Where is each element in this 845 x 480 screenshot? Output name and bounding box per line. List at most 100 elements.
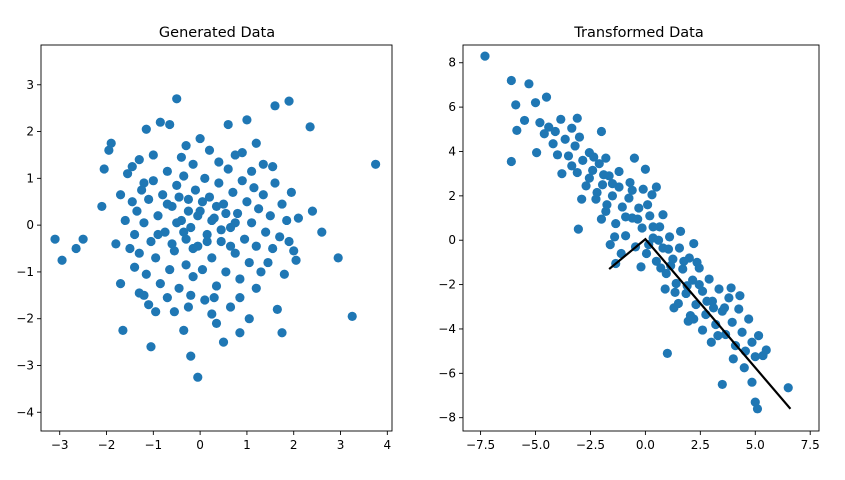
data-point — [78, 234, 88, 244]
data-point — [744, 314, 754, 324]
plot-frame — [40, 44, 393, 432]
data-point — [629, 153, 640, 163]
data-point — [617, 202, 627, 212]
chart-title: Transformed Data — [573, 25, 703, 41]
data-point — [611, 218, 621, 229]
data-point — [172, 218, 182, 228]
data-point — [106, 138, 116, 148]
data-point — [195, 133, 205, 144]
data-point — [674, 243, 685, 253]
y-tick-label: 3 — [26, 78, 34, 92]
data-point — [548, 139, 558, 149]
data-point — [682, 281, 692, 291]
data-point — [172, 94, 182, 104]
data-point — [713, 331, 723, 341]
data-point — [539, 129, 549, 139]
data-point — [204, 145, 215, 155]
data-point — [247, 166, 257, 176]
data-point — [186, 290, 196, 300]
data-point — [204, 192, 215, 202]
data-point — [251, 283, 261, 293]
data-point — [607, 179, 618, 189]
data-point — [249, 183, 259, 193]
data-point — [165, 264, 175, 275]
data-point — [237, 148, 247, 158]
data-point — [188, 272, 198, 282]
x-tick-label: −5.0 — [521, 438, 550, 452]
data-point — [270, 178, 280, 188]
data-point — [228, 187, 238, 197]
y-tick-label: −6 — [438, 366, 456, 380]
data-point — [633, 214, 643, 224]
data-point — [50, 234, 60, 244]
data-point — [689, 314, 699, 324]
data-point — [230, 248, 240, 258]
data-point — [141, 269, 151, 279]
generated-data-panel: Generated Data −3 −2 −1 0 1 2 3 4 −4 −3 −2 −1 0 1 2 3 — [16, 25, 393, 452]
data-point — [214, 157, 224, 167]
y-tick-label: −2 — [16, 312, 34, 326]
data-point — [151, 307, 161, 317]
x-tick-label: 2 — [290, 438, 298, 452]
data-point — [235, 293, 245, 303]
data-point — [179, 325, 189, 336]
data-point — [239, 234, 250, 244]
data-point — [596, 214, 607, 224]
x-axis: −7.5 −5.0 −2.5 0.0 2.5 5.0 7.5 — [466, 431, 820, 452]
data-point — [202, 229, 212, 240]
data-point — [753, 331, 764, 341]
data-point — [127, 162, 137, 172]
data-point — [694, 279, 704, 290]
data-point — [211, 318, 222, 328]
data-point — [658, 210, 668, 220]
data-point — [679, 256, 689, 266]
data-point — [653, 235, 664, 245]
data-point — [268, 162, 278, 172]
data-point — [237, 176, 247, 186]
data-point — [572, 167, 582, 178]
data-point — [200, 295, 210, 305]
data-point — [532, 147, 542, 158]
x-axis: −3 −2 −1 0 1 2 3 4 — [51, 431, 391, 452]
data-point — [750, 397, 760, 407]
data-point — [673, 298, 683, 309]
data-point — [270, 101, 280, 111]
data-point — [704, 274, 714, 284]
data-point — [642, 200, 653, 210]
data-point — [581, 181, 591, 191]
data-point — [506, 156, 516, 167]
x-tick-label: 1 — [243, 438, 251, 452]
data-point — [146, 236, 156, 247]
data-point — [216, 236, 226, 247]
data-point — [599, 170, 609, 180]
data-point — [307, 206, 318, 216]
data-point — [115, 190, 126, 200]
data-point — [607, 191, 618, 201]
data-point — [130, 229, 140, 240]
data-point — [550, 126, 560, 137]
data-point — [130, 262, 140, 272]
data-point — [279, 269, 289, 279]
data-point — [235, 328, 245, 338]
data-point — [671, 278, 681, 289]
data-point — [207, 253, 217, 263]
data-point — [242, 115, 252, 125]
data-point — [663, 244, 674, 254]
data-point — [727, 317, 737, 327]
data-point — [689, 238, 699, 249]
y-tick-label: −8 — [438, 411, 456, 425]
data-point — [678, 264, 688, 274]
data-point — [242, 197, 252, 207]
data-point — [660, 284, 670, 294]
data-point — [664, 232, 675, 242]
data-point — [127, 197, 137, 207]
x-tick-label: 0.0 — [636, 438, 655, 452]
data-point — [589, 152, 599, 162]
data-point — [284, 236, 294, 247]
data-point — [122, 169, 133, 179]
data-point — [144, 300, 154, 310]
data-point — [317, 227, 327, 237]
data-point — [734, 304, 744, 314]
data-point — [153, 211, 163, 221]
data-point — [174, 283, 184, 293]
